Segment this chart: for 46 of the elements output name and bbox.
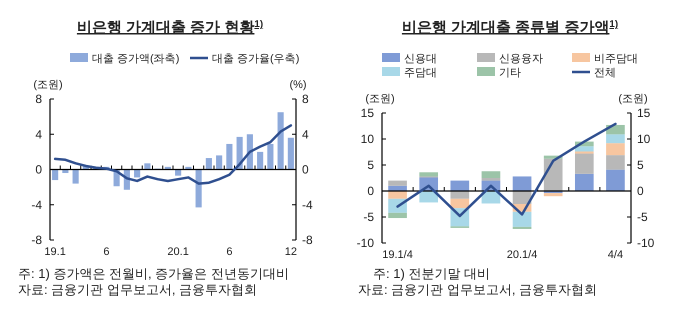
y-tick-label: 15 <box>360 106 374 120</box>
legend-label: 주담대 <box>404 67 437 79</box>
y-tick-label: 4 <box>35 127 42 142</box>
legend-label: 대출 증가액(좌축) <box>92 53 180 65</box>
x-tick-label: 20.1 <box>167 246 189 258</box>
y2-tick-label: -4 <box>302 198 313 212</box>
legend-label: 신용대 <box>404 53 437 65</box>
text: 자료: 금융기관 업무보고서, 금융투자협회 <box>18 282 258 297</box>
x-tick-label: 20.1/4 <box>506 249 538 261</box>
text: 주: 1) 전분기말 대비 <box>373 266 490 281</box>
y2-tick-label: -8 <box>302 233 313 247</box>
y2-tick-label: 4 <box>302 127 309 142</box>
y-axis-title: (조원) <box>33 79 63 91</box>
y-tick-label: 8 <box>35 92 42 106</box>
x-tick-label: 6 <box>226 246 232 258</box>
x-tick-label: 12 <box>284 246 297 258</box>
y2-axis-title: (조원) <box>618 93 648 105</box>
legend-label: 비주담대 <box>594 53 638 65</box>
y2-axis-title: (%) <box>289 79 307 91</box>
y-tick-label: 0 <box>35 162 42 176</box>
x-tick-label: 4/4 <box>608 249 624 261</box>
text: 주: 1) 증가액은 전월비, 증가율은 전년동기대비 <box>18 266 289 281</box>
y2-tick-label: 5 <box>637 158 644 172</box>
text: 자료: 금융기관 업무보고서, 금융투자협회 <box>358 282 598 297</box>
y-tick-label: 10 <box>360 132 374 146</box>
y2-tick-label: 8 <box>302 92 309 106</box>
legend-label: 전체 <box>594 67 616 79</box>
y2-tick-label: -10 <box>637 236 655 250</box>
legend-label: 신용융자 <box>499 53 543 65</box>
y2-tick-label: -5 <box>637 210 648 224</box>
x-tick-label: 19.1/4 <box>382 249 413 261</box>
y2-tick-label: 0 <box>302 162 309 176</box>
y-tick-label: 5 <box>367 158 374 172</box>
y-tick-label: -5 <box>363 210 374 224</box>
legend-label: 기타 <box>499 67 521 79</box>
y2-tick-label: 15 <box>637 106 651 120</box>
x-tick-label: 19.1 <box>44 246 66 258</box>
y-tick-label: -4 <box>31 198 42 212</box>
x-tick-label: 6 <box>103 246 110 258</box>
y-axis-title: (조원) <box>365 93 395 105</box>
y2-tick-label: 10 <box>637 132 651 146</box>
y-tick-label: -10 <box>356 236 374 250</box>
legend-label: 대출 증가율(우축) <box>212 53 300 65</box>
y-tick-label: 0 <box>367 184 374 198</box>
y-tick-label: -8 <box>31 233 42 247</box>
y2-tick-label: 0 <box>637 184 644 198</box>
